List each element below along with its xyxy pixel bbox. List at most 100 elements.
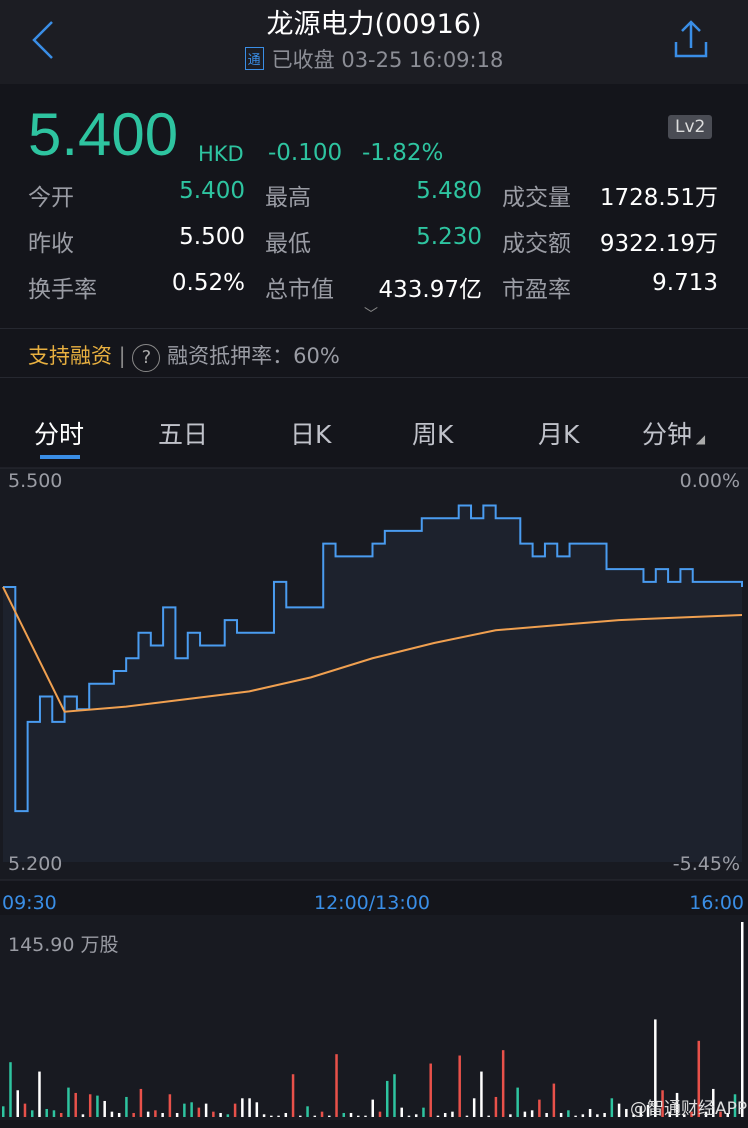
volume-bar <box>719 1111 722 1117</box>
volume-bar <box>639 1106 643 1117</box>
volume-bar <box>168 1094 172 1117</box>
volume-bar <box>52 1110 56 1117</box>
volume-bar <box>226 1114 230 1117</box>
volume-bar <box>552 1083 556 1117</box>
volume-bar <box>588 1108 592 1117</box>
volume-bar <box>248 1098 251 1117</box>
expand-chevron-icon[interactable]: ﹀ <box>364 307 378 323</box>
dropdown-icon: ◢ <box>692 432 706 446</box>
volume-bar <box>465 1115 469 1117</box>
volume-bar <box>733 1094 737 1117</box>
tab-intraday[interactable]: 分时 <box>34 420 85 449</box>
active-tab-indicator <box>40 455 80 459</box>
volume-bar <box>117 1112 121 1117</box>
volume-bar <box>458 1055 461 1117</box>
share-icon[interactable] <box>672 18 710 62</box>
volume-bar <box>690 1111 693 1117</box>
tab-five-day[interactable]: 五日 <box>158 420 209 449</box>
volume-background <box>0 915 748 1120</box>
tab-weekly-k[interactable]: 周K <box>412 420 454 449</box>
volume-bar <box>313 1115 317 1117</box>
volume-bar <box>233 1103 237 1117</box>
volume-bar <box>125 1096 128 1117</box>
volume-bar <box>103 1100 106 1117</box>
volume-bar <box>299 1115 302 1117</box>
volume-bar <box>291 1074 295 1117</box>
volume-bar <box>219 1112 222 1117</box>
volume-bar <box>378 1111 382 1117</box>
volume-bar <box>132 1112 135 1117</box>
margin-support: 支持融资 <box>28 344 112 368</box>
price-change-pct: -1.82% <box>362 140 444 166</box>
volume-bar <box>603 1112 606 1117</box>
volume-bar <box>414 1114 418 1117</box>
volume-bar <box>675 1092 679 1117</box>
volume-bar <box>357 1115 360 1117</box>
currency: HKD <box>198 142 244 166</box>
x-tick-open: 09:30 <box>2 892 57 914</box>
volume-bar <box>617 1103 621 1117</box>
volume-bar <box>262 1114 266 1117</box>
volume-bar <box>139 1088 143 1117</box>
volume-bar <box>284 1112 288 1117</box>
volume-bar <box>277 1115 280 1117</box>
price-line <box>3 504 743 813</box>
volume-bar <box>480 1071 483 1117</box>
y-max-label: 5.500 <box>8 470 63 492</box>
volume-bar <box>45 1108 48 1117</box>
volume-bar <box>632 1114 635 1117</box>
volume-bar <box>30 1110 34 1117</box>
tab-minute[interactable]: 分钟 ◢ <box>642 415 705 451</box>
price-area <box>3 505 742 862</box>
tab-monthly-k[interactable]: 月K <box>538 420 580 449</box>
volume-bar <box>320 1111 324 1117</box>
volume-bar <box>212 1111 215 1117</box>
volume-bar <box>161 1112 164 1117</box>
volume-bar <box>509 1114 512 1117</box>
tab-minute-label: 分钟 <box>642 420 693 449</box>
connect-badge: 通 <box>244 47 264 70</box>
volume-bar <box>530 1110 534 1117</box>
tab-daily-k[interactable]: 日K <box>290 420 332 449</box>
volume-bar <box>683 1114 686 1117</box>
quote-label: 换手率 <box>28 277 97 303</box>
y-min-pct-label: -5.45% <box>672 853 740 875</box>
question-icon[interactable]: ? <box>132 344 161 372</box>
volume-max-label: 145.90 万股 <box>8 934 119 956</box>
status-text: 已收盘 03-25 16:09:18 <box>271 48 504 72</box>
quote-label: 今开 <box>28 185 74 211</box>
volume-bar <box>306 1106 309 1117</box>
volume-bar <box>270 1115 273 1117</box>
volume-bar <box>726 1112 730 1117</box>
volume-bar <box>9 1062 12 1117</box>
volume-bar <box>516 1087 519 1117</box>
quote-label: 成交量 <box>502 185 571 211</box>
volume-bar <box>545 1112 548 1117</box>
x-tick-midday: 12:00/13:00 <box>314 892 430 914</box>
quote-label: 最高 <box>265 185 311 211</box>
chevron-left-icon[interactable] <box>28 18 58 62</box>
quote-value: 9322.19万 <box>599 231 718 257</box>
lv2-badge[interactable]: Lv2 <box>668 115 713 139</box>
volume-bar <box>335 1054 338 1117</box>
volume-bar <box>190 1102 193 1117</box>
chart-tabs: 分时 五日 日K 周K 月K 分钟 ◢ <box>0 415 748 455</box>
volume-bar <box>451 1111 454 1117</box>
volume-bar <box>668 1111 672 1117</box>
divider <box>0 377 748 378</box>
volume-bar <box>625 1108 628 1117</box>
y-max-pct-label: 0.00% <box>679 470 740 492</box>
quote-value: 433.97亿 <box>378 277 482 303</box>
quote-label: 成交额 <box>502 231 571 257</box>
volume-bar <box>407 1115 411 1117</box>
volume-bar <box>349 1112 353 1117</box>
volume-bar <box>574 1115 577 1117</box>
quote-label: 总市值 <box>265 277 334 303</box>
volume-bar <box>436 1115 440 1117</box>
volume-bar <box>704 1111 708 1117</box>
volume-bar <box>567 1110 570 1117</box>
average-line <box>2 586 743 713</box>
volume-bar <box>697 1040 701 1117</box>
last-price: 5.400 <box>28 101 179 168</box>
